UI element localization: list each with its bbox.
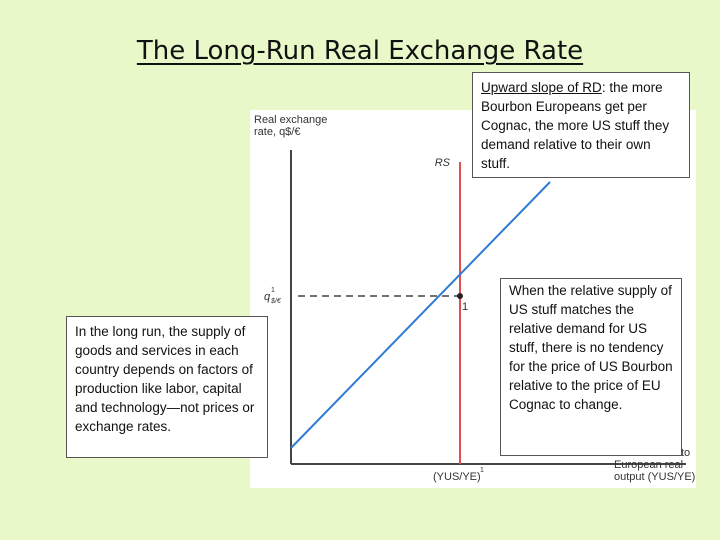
rs-label: RS <box>435 157 451 169</box>
x-tick-label: (YUS/YE) <box>433 471 481 483</box>
x-axis-label-fragment: to <box>681 447 690 459</box>
x-axis-label-line1: European real <box>614 459 683 471</box>
rd-slope-callout-heading: Upward slope of RD <box>481 80 602 95</box>
x-axis-label-line2: output (YUS/YE) <box>614 471 695 483</box>
q-level-subscript: $/€ <box>270 298 282 305</box>
q-level-superscript: 1 <box>271 287 275 294</box>
slide-title: The Long-Run Real Exchange Rate <box>136 36 584 66</box>
equilibrium-callout: When the relative supply of US stuff mat… <box>500 278 682 456</box>
equilibrium-point <box>457 293 463 299</box>
rd-slope-callout-text: : the more Bourbon Europeans get per Cog… <box>481 80 670 171</box>
y-axis-label-line2: rate, q$/€ <box>254 126 301 138</box>
q-level-label: q <box>264 291 271 303</box>
y-axis-label-line1: Real exchange <box>254 114 328 126</box>
y-axis-label: Real exchange rate, q$/€ <box>254 114 327 138</box>
rd-slope-callout: Upward slope of RD: the more Bourbon Eur… <box>472 72 690 178</box>
long-run-supply-text: In the long run, the supply of goods and… <box>75 324 255 434</box>
point-label: 1 <box>462 301 468 313</box>
equilibrium-text: When the relative supply of US stuff mat… <box>509 283 673 412</box>
rd-curve <box>290 181 551 449</box>
x-tick-superscript: 1 <box>480 467 484 474</box>
long-run-supply-callout: In the long run, the supply of goods and… <box>66 316 268 458</box>
